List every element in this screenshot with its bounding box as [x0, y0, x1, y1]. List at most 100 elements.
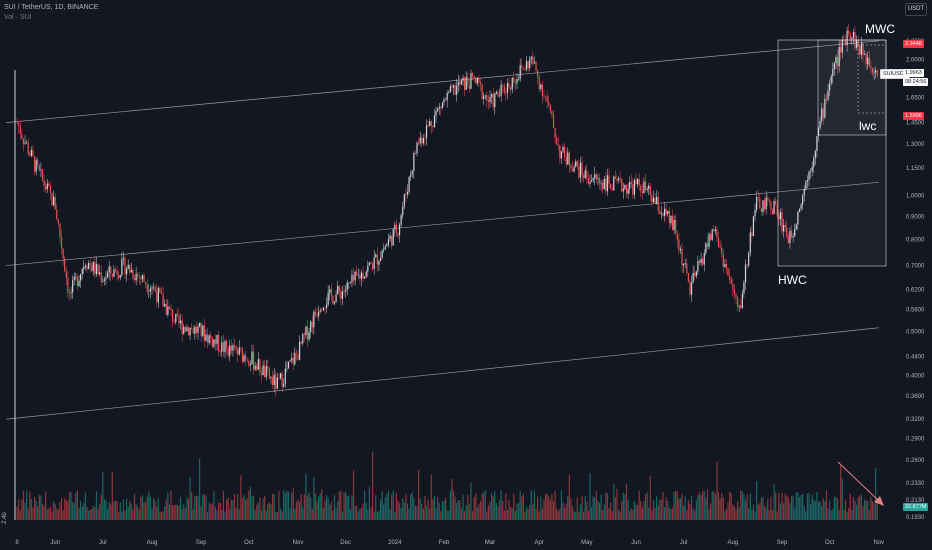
volume-bar	[840, 465, 842, 520]
candle-body	[91, 265, 93, 272]
candle-body	[471, 73, 474, 76]
volume-bar	[62, 510, 64, 520]
volume-bar	[202, 494, 204, 520]
volume-bar	[494, 491, 496, 520]
channel-line[interactable]	[5, 327, 879, 420]
candle-body	[540, 84, 542, 89]
time-tick-label: Jul	[680, 540, 688, 546]
volume-bar	[725, 508, 728, 520]
time-tick-label: Sep	[196, 540, 207, 546]
candle-body	[289, 360, 291, 362]
candle-body	[429, 121, 431, 126]
price-tick-label: 0.7000	[906, 264, 925, 270]
volume-bar	[790, 496, 793, 520]
price-tick-label: 0.4400	[906, 355, 925, 361]
volume-bar	[37, 506, 39, 520]
volume-bar	[199, 458, 201, 520]
volume-bar	[506, 510, 509, 520]
candle-body	[200, 322, 202, 336]
candle-body	[148, 291, 150, 292]
time-axis[interactable]: 8 Jun Jul Aug Sep Oct Nov Dec 2024 Feb Mar Apr May Ju…	[15, 540, 884, 546]
time-tick-label: Apr	[535, 540, 544, 546]
time-tick-label: Jun	[50, 540, 60, 546]
price-tick-label: 0.4000	[906, 373, 925, 379]
channel-line[interactable]	[5, 181, 879, 266]
candle-body	[192, 328, 194, 334]
volume-bar	[181, 509, 183, 520]
volume-bar	[438, 502, 440, 520]
candle-body	[378, 261, 380, 265]
symbol-header[interactable]: SUI / TetherUS, 1D, BINANCE	[4, 4, 99, 11]
volume-bar	[333, 495, 336, 520]
candle-body	[573, 166, 575, 172]
candle-body	[170, 308, 172, 311]
volume-bar	[757, 504, 759, 520]
candle-body	[56, 209, 58, 220]
volume-bar	[119, 502, 121, 520]
volume-bar	[292, 488, 294, 520]
candle-body	[613, 176, 615, 191]
candle-body	[211, 337, 213, 347]
volume-bar	[148, 491, 150, 520]
candle-body	[492, 94, 494, 108]
candle-body	[138, 275, 140, 278]
volume-bar	[470, 482, 472, 520]
candle-body	[64, 258, 66, 272]
candle-body	[795, 224, 797, 229]
annotation-lwc: lwc	[859, 119, 876, 133]
volume-bar	[395, 492, 397, 520]
volume-bar	[238, 509, 240, 520]
volume-bar	[260, 510, 263, 520]
volume-bar	[313, 477, 315, 520]
candle-body	[862, 43, 864, 55]
candle-body	[402, 206, 404, 216]
volume-bar	[560, 490, 563, 520]
volume-bar	[848, 508, 850, 520]
candle-body	[327, 292, 329, 305]
candle-body	[513, 77, 515, 83]
volume-bar	[760, 497, 762, 520]
candle-body	[435, 111, 437, 116]
volume-bar	[805, 511, 807, 520]
volume-bar	[449, 491, 451, 520]
candle-body	[46, 183, 48, 190]
volume-bar	[121, 511, 123, 520]
volume-bar	[781, 492, 783, 520]
volume-indicator-label[interactable]: Vol · SUI	[4, 14, 32, 21]
volume-bar	[398, 502, 401, 520]
candle-body	[733, 289, 736, 295]
candle-body	[265, 366, 267, 378]
volume-bar	[554, 491, 556, 520]
candle-body	[105, 277, 107, 280]
volume-bar	[211, 503, 213, 520]
candle-body	[172, 310, 174, 322]
volume-bar	[825, 490, 828, 520]
volume-bar	[697, 494, 699, 520]
candle-body	[581, 162, 583, 175]
volume-bar	[246, 498, 248, 520]
candle-body	[379, 258, 382, 262]
volume-bar	[608, 508, 610, 520]
candle-body	[18, 122, 20, 127]
candle-body	[73, 276, 75, 281]
volume-bar	[81, 506, 83, 520]
volume-bar	[549, 500, 551, 520]
volume-bar	[505, 493, 507, 520]
price-tick-label: 0.3600	[906, 394, 925, 400]
channel-line[interactable]	[5, 40, 879, 123]
volume-bar	[18, 499, 20, 520]
volume-bar	[676, 490, 678, 520]
volume-bar	[338, 491, 340, 520]
volume-bar	[243, 495, 245, 520]
volume-bar	[78, 507, 80, 520]
volume-bar	[786, 495, 788, 520]
currency-badge[interactable]: USDT	[905, 3, 927, 16]
volume-bar	[706, 489, 709, 520]
candle-body	[102, 281, 104, 282]
candle-body	[541, 84, 543, 96]
volume-bar	[318, 496, 320, 520]
candle-body	[126, 269, 128, 275]
volume-bar	[740, 490, 742, 520]
volume-bar	[325, 495, 328, 520]
